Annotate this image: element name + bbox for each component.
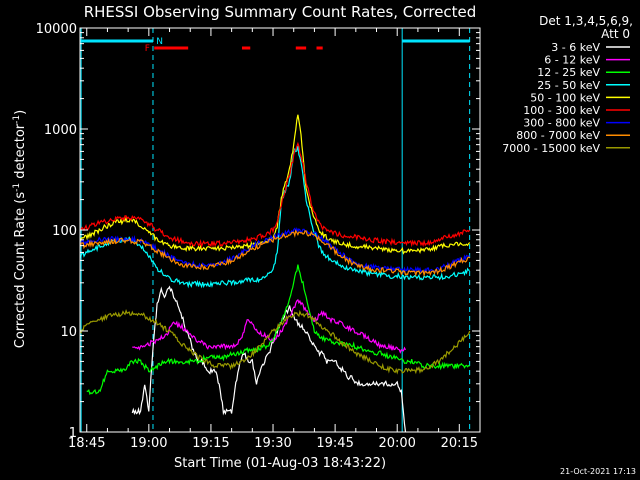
flare-flag-label: F: [145, 44, 150, 54]
legend-label-5: 100 - 300 keV: [523, 104, 600, 117]
x-tick-label: 20:15: [441, 436, 478, 451]
legend-label-3: 25 - 50 keV: [537, 79, 600, 92]
legend-label-6: 300 - 800 keV: [523, 117, 600, 130]
legend-label-1: 6 - 12 keV: [544, 54, 600, 67]
legend-header-line1: Det 1,3,4,5,6,9,: [539, 14, 633, 28]
y-axis-label-sup2: -1: [12, 115, 22, 124]
y-tick-label: 100: [52, 224, 77, 239]
y-axis-label-part3: ): [13, 110, 28, 115]
y-tick-label: 10000: [36, 22, 77, 37]
x-tick-label: 19:15: [192, 436, 229, 451]
x-tick-label: 18:45: [68, 436, 105, 451]
axes: 1 10 100 1000 10000 18:45 19:00 19:15 19:30 19:45…: [36, 22, 481, 451]
y-tick-label: 1000: [44, 123, 77, 138]
y-axis-label-part2: detector: [13, 123, 28, 183]
timestamp: 21-Oct-2021 17:13: [560, 467, 636, 476]
y-axis-label-sup1: -1: [12, 183, 22, 192]
x-tick-label: 19:45: [316, 436, 353, 451]
series-line-7: [79, 229, 470, 278]
legend-label-0: 3 - 6 keV: [551, 41, 600, 54]
series-line-5: [79, 141, 471, 249]
chart-title: RHESSI Observing Summary Count Rates, Co…: [84, 3, 477, 21]
series-line-1: [132, 298, 407, 354]
legend-label-7: 800 - 7000 keV: [516, 129, 600, 142]
series-line-3: [79, 145, 470, 289]
y-axis-label-part1: Corrected Count Rate (s: [13, 192, 28, 349]
y-tick-label: 1: [69, 426, 77, 441]
series-line-8: [79, 309, 471, 375]
series-line-0: [131, 285, 407, 433]
plot-area: NF: [79, 28, 471, 433]
x-tick-label: 20:00: [378, 436, 415, 451]
x-tick-label: 19:00: [130, 436, 167, 451]
saa-flag-label: N: [156, 37, 163, 47]
y-axis-label: Corrected Count Rate (s-1 detector-1): [12, 110, 28, 348]
legend-header-line2: Att 0: [601, 27, 630, 41]
y-tick-label: 10: [60, 325, 77, 340]
x-axis-label: Start Time (01-Aug-03 18:43:22): [174, 456, 386, 471]
x-tick-label: 19:30: [254, 436, 291, 451]
legend-label-4: 50 - 100 keV: [530, 91, 600, 104]
series-line-4: [79, 114, 471, 255]
legend-label-2: 12 - 25 keV: [537, 66, 600, 79]
series-line-6: [79, 227, 470, 275]
series-line-2: [86, 264, 470, 396]
legend-label-8: 7000 - 15000 keV: [502, 142, 600, 155]
